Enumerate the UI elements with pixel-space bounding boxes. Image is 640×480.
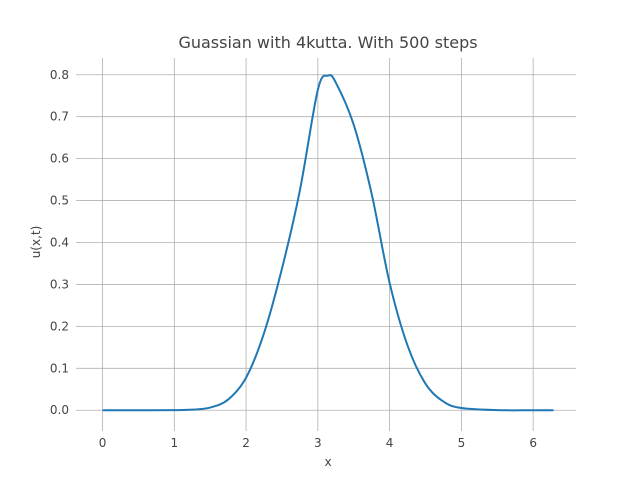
y-axis-label: u(x,t)	[29, 226, 43, 259]
x-tick-label: 1	[170, 436, 178, 450]
y-tick-label: 0.3	[50, 277, 69, 291]
y-tick-label: 0.4	[50, 236, 69, 250]
y-tick-label: 0.8	[50, 68, 69, 82]
x-tick-label: 6	[529, 436, 537, 450]
x-tick-label: 5	[458, 436, 466, 450]
x-tick-label: 4	[386, 436, 394, 450]
y-tick-label: 0.2	[50, 319, 69, 333]
y-tick-label: 0.1	[50, 361, 69, 375]
y-tick-label: 0.5	[50, 194, 69, 208]
series-layer	[102, 74, 554, 412]
y-tick-label: 0.0	[50, 403, 69, 417]
gaussian-series-line	[102, 74, 554, 412]
chart-title: Guassian with 4kutta. With 500 steps	[178, 33, 477, 52]
x-tick-label: 0	[99, 436, 107, 450]
x-axis-label: x	[324, 455, 331, 469]
axis-ticks: 0 1 2 3 4 5 6 0.0 0.1 0.2 0.3 0.4 0.5 0.6 0.7 0.8	[50, 68, 537, 450]
x-tick-label: 2	[242, 436, 250, 450]
x-tick-label: 3	[314, 436, 322, 450]
y-tick-label: 0.7	[50, 110, 69, 124]
grid	[80, 58, 576, 427]
y-tick-label: 0.6	[50, 152, 69, 166]
